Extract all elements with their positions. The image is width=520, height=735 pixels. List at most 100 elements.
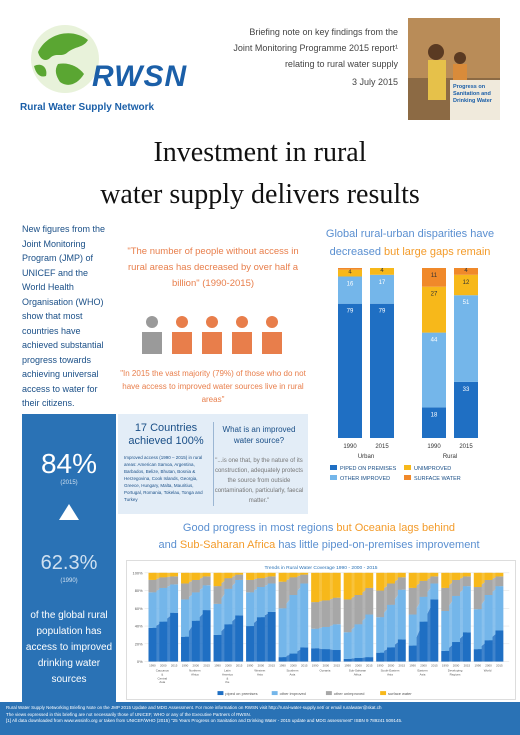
x-tick-label: 1990	[312, 663, 319, 667]
brief-line: Briefing note on key findings from the	[249, 27, 398, 37]
legend-swatch	[271, 691, 278, 696]
bar-segment	[278, 657, 287, 662]
data-label: 4	[464, 268, 468, 274]
bar-segment	[408, 645, 417, 662]
bar-segment	[202, 585, 211, 611]
bar-segment	[338, 269, 362, 277]
x-tick-label: 2000	[323, 663, 330, 667]
data-label: 12	[463, 280, 470, 286]
bar-segment	[473, 587, 482, 610]
bar-segment	[256, 572, 265, 579]
bar-segment	[289, 653, 298, 662]
footer: Rural Water Supply Networking Briefing N…	[0, 702, 520, 735]
bar-segment	[191, 572, 200, 580]
bar-segment	[278, 581, 287, 609]
y-tick-label: 40%	[135, 624, 143, 629]
bar-segment	[300, 572, 309, 575]
bar-segment	[408, 614, 417, 646]
bar-segment	[148, 579, 157, 593]
bar-segment	[397, 639, 406, 662]
bar-segment	[213, 634, 222, 662]
bar-segment	[397, 589, 406, 640]
person-icon	[232, 316, 252, 354]
bar-segment	[473, 609, 482, 650]
footer-line: [1] All data downloaded from www.wssinfo…	[6, 718, 403, 723]
tick-label: 2015	[459, 444, 473, 450]
legend-label: piped on premises	[225, 691, 257, 696]
bar-segment	[170, 576, 179, 585]
bar-segment	[224, 588, 233, 625]
x-tick-label: 2015	[464, 663, 471, 667]
x-tick-label: 1990	[279, 663, 286, 667]
data-label: 17	[379, 280, 386, 286]
y-tick-label: 0%	[137, 659, 143, 664]
bar-segment	[181, 583, 189, 600]
bar-segment	[224, 624, 233, 662]
coverage-stat-panel: 84% (2015) 62.3% (1990) of the global ru…	[22, 414, 116, 706]
bar-segment	[332, 572, 341, 598]
data-label: 16	[347, 282, 354, 288]
bar-segment	[408, 587, 417, 615]
x-tick-label: 1990	[409, 663, 416, 667]
bar-segment	[343, 658, 352, 662]
bar-segment	[397, 572, 406, 578]
person-icon	[202, 316, 222, 354]
bar-segment	[462, 576, 471, 587]
x-tick-label: 2000	[290, 663, 297, 667]
bar-segment	[181, 572, 189, 584]
x-tick-label: 1990	[182, 663, 189, 667]
report-cover-image: Progress on Sanitation and Drinking Wate…	[408, 18, 500, 120]
bar-segment	[495, 576, 504, 587]
bar-segment	[213, 603, 222, 635]
bar-segment	[278, 572, 287, 582]
heading-part: has little piped-on-premises improvement	[278, 539, 480, 551]
category-label: Asia	[159, 680, 165, 684]
bar-segment	[422, 268, 446, 287]
bar-segment	[365, 657, 374, 662]
bar-segment	[419, 596, 428, 622]
x-tick-label: 1990	[344, 663, 351, 667]
legend-label: other unimproved	[334, 691, 365, 696]
bar-segment	[462, 572, 471, 577]
right-chart-title: Global rural-urban disparities have decr…	[310, 225, 510, 261]
x-tick-label: 2015	[301, 663, 308, 667]
urban-rural-chart: 7916411990791740201518442711199033511242…	[330, 268, 478, 482]
globe-logo-icon	[31, 25, 99, 93]
bar-segment	[452, 642, 460, 662]
bar-segment	[246, 626, 254, 662]
legend-swatch	[404, 465, 411, 470]
brief-line: Joint Monitoring Programme 2015 report¹	[233, 43, 398, 53]
y-tick-label: 20%	[135, 641, 143, 646]
bar-segment	[422, 407, 446, 438]
bar-segment	[159, 572, 168, 578]
bar-segment	[246, 592, 254, 627]
data-label: 79	[347, 309, 354, 315]
bar-segment	[148, 572, 157, 580]
tick-label: 1990	[343, 444, 357, 450]
bar-segment	[422, 286, 446, 333]
area-segment	[217, 574, 240, 604]
category-label: the	[225, 680, 229, 684]
heading-part: Good progress in most regions	[182, 522, 334, 534]
bar-segment	[387, 572, 395, 584]
bar-segment	[473, 572, 482, 588]
data-label: 44	[431, 338, 438, 344]
category-label: America	[222, 672, 233, 676]
quote-half-billion: "The number of people without access in …	[127, 246, 299, 289]
bar-segment	[454, 381, 478, 438]
bar-segment	[338, 268, 362, 270]
bar-segment	[235, 572, 244, 575]
bar-segment	[181, 599, 189, 637]
x-tick-label: 2000	[193, 663, 200, 667]
person-icon	[172, 316, 192, 354]
legend-swatch	[330, 475, 337, 480]
bar-segment	[387, 647, 395, 662]
x-tick-label: 2000	[160, 663, 167, 667]
bar-segment	[454, 295, 478, 382]
legend-label: other improved	[280, 691, 306, 696]
bar-segment	[148, 592, 157, 628]
bar-segment	[376, 572, 385, 591]
date: 3 July 2015	[351, 77, 398, 87]
bar-segment	[484, 640, 493, 662]
legend-swatch	[380, 691, 387, 696]
